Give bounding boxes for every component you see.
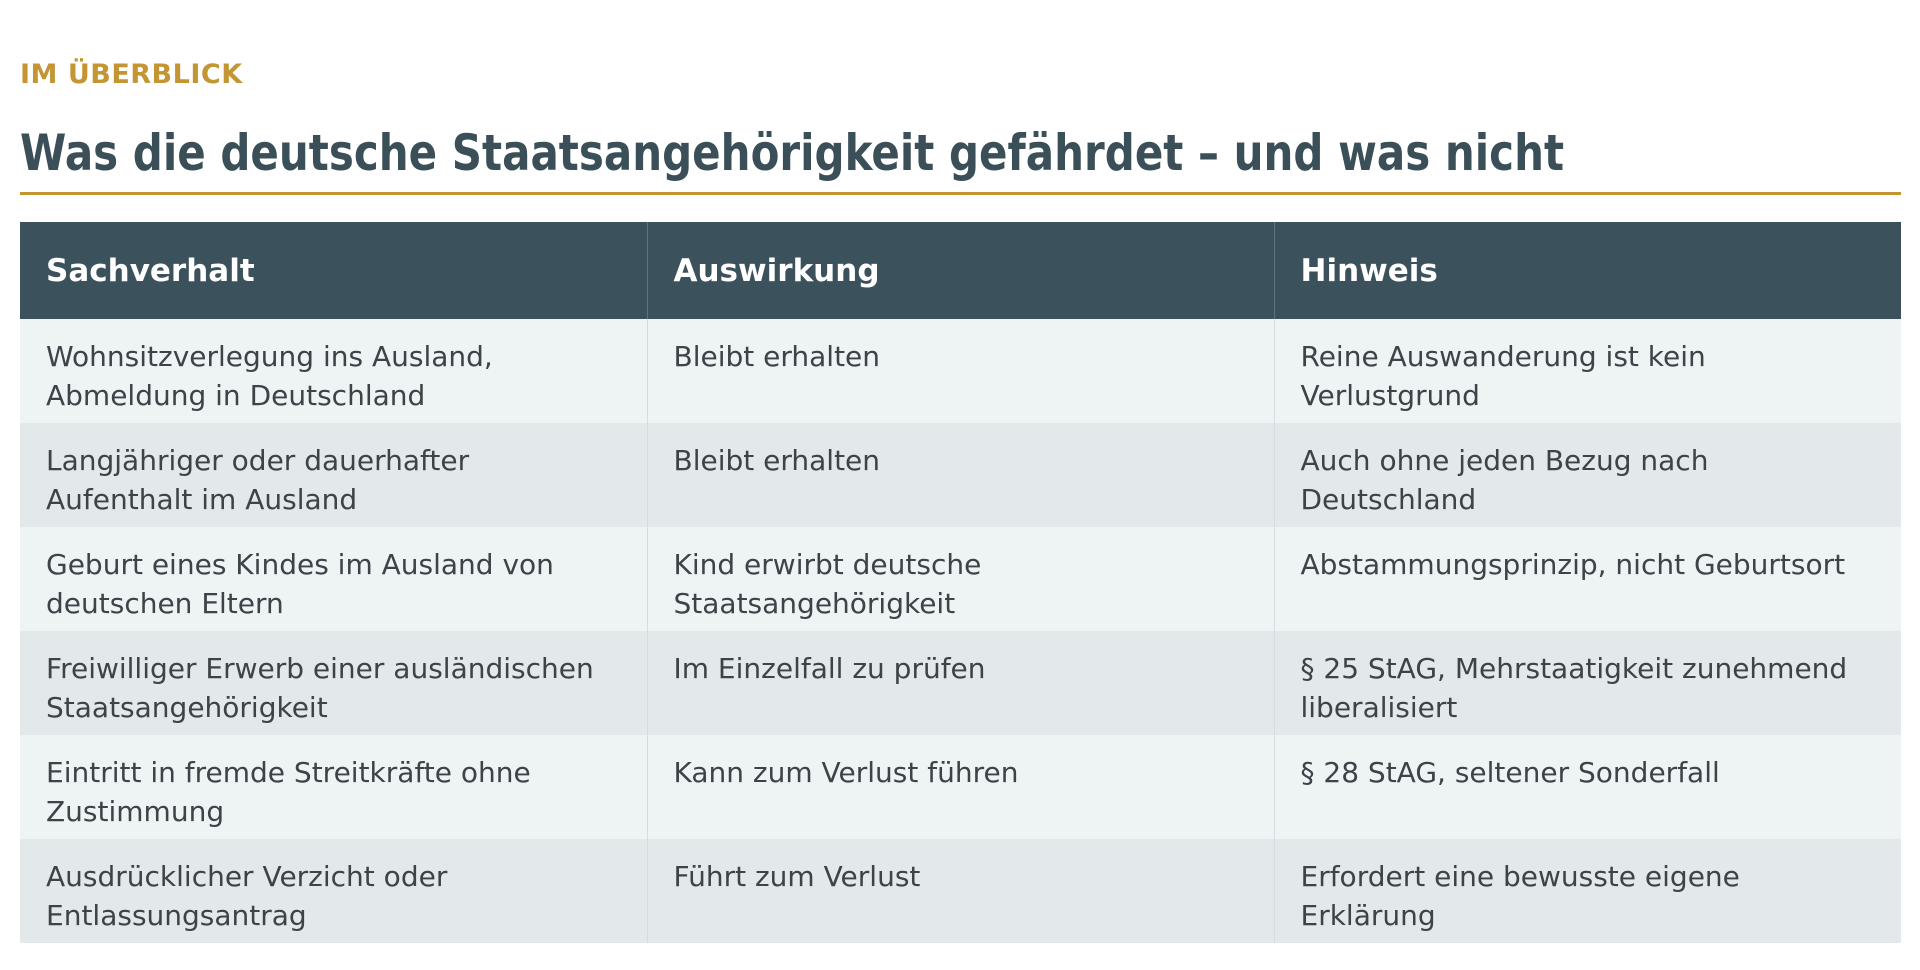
cell-sachverhalt: Freiwilliger Erwerb einer ausländischen … (20, 631, 648, 735)
table-row: Ausdrücklicher Verzicht oder Entlassungs… (20, 839, 1901, 943)
cell-auswirkung: Im Einzelfall zu prüfen (647, 631, 1275, 735)
table-header-row: Sachverhalt Auswirkung Hinweis (20, 222, 1901, 319)
cell-auswirkung: Bleibt erhalten (647, 319, 1275, 423)
table-row: Freiwilliger Erwerb einer ausländischen … (20, 631, 1901, 735)
table-body: Wohnsitzverlegung ins Ausland, Abmeldung… (20, 319, 1901, 943)
cell-hinweis: § 25 StAG, Mehrstaatigkeit zunehmend lib… (1274, 631, 1901, 735)
cell-sachverhalt: Wohnsitzverlegung ins Ausland, Abmeldung… (20, 319, 648, 423)
cell-hinweis: Erfordert eine bewusste eigene Erklärung (1274, 839, 1901, 943)
cell-auswirkung: Kind erwirbt deutsche Staatsangehörigkei… (647, 527, 1275, 631)
overview-table: Sachverhalt Auswirkung Hinweis Wohnsitzv… (20, 222, 1901, 943)
cell-sachverhalt: Geburt eines Kindes im Ausland von deuts… (20, 527, 648, 631)
cell-auswirkung: Kann zum Verlust führen (647, 735, 1275, 839)
cell-auswirkung: Führt zum Verlust (647, 839, 1275, 943)
column-header-sachverhalt: Sachverhalt (20, 222, 648, 319)
cell-sachverhalt: Langjähriger oder dauerhafter Aufenthalt… (20, 423, 648, 527)
column-header-hinweis: Hinweis (1274, 222, 1901, 319)
cell-sachverhalt: Ausdrücklicher Verzicht oder Entlassungs… (20, 839, 648, 943)
table-row: Wohnsitzverlegung ins Ausland, Abmeldung… (20, 319, 1901, 423)
cell-auswirkung: Bleibt erhalten (647, 423, 1275, 527)
table-header: Sachverhalt Auswirkung Hinweis (20, 222, 1901, 319)
cell-hinweis: Auch ohne jeden Bezug nach Deutschland (1274, 423, 1901, 527)
cell-hinweis: § 28 StAG, seltener Sonderfall (1274, 735, 1901, 839)
cell-sachverhalt: Eintritt in fremde Streitkräfte ohne Zus… (20, 735, 648, 839)
section-kicker: IM ÜBERBLICK (20, 59, 243, 90)
table-row: Langjähriger oder dauerhafter Aufenthalt… (20, 423, 1901, 527)
cell-hinweis: Abstammungsprinzip, nicht Geburtsort (1274, 527, 1901, 631)
table-row: Eintritt in fremde Streitkräfte ohne Zus… (20, 735, 1901, 839)
cell-hinweis: Reine Auswanderung ist kein Verlustgrund (1274, 319, 1901, 423)
table-row: Geburt eines Kindes im Ausland von deuts… (20, 527, 1901, 631)
title-divider (20, 192, 1901, 195)
page-title: Was die deutsche Staatsangehörigkeit gef… (20, 124, 1565, 182)
column-header-auswirkung: Auswirkung (647, 222, 1275, 319)
